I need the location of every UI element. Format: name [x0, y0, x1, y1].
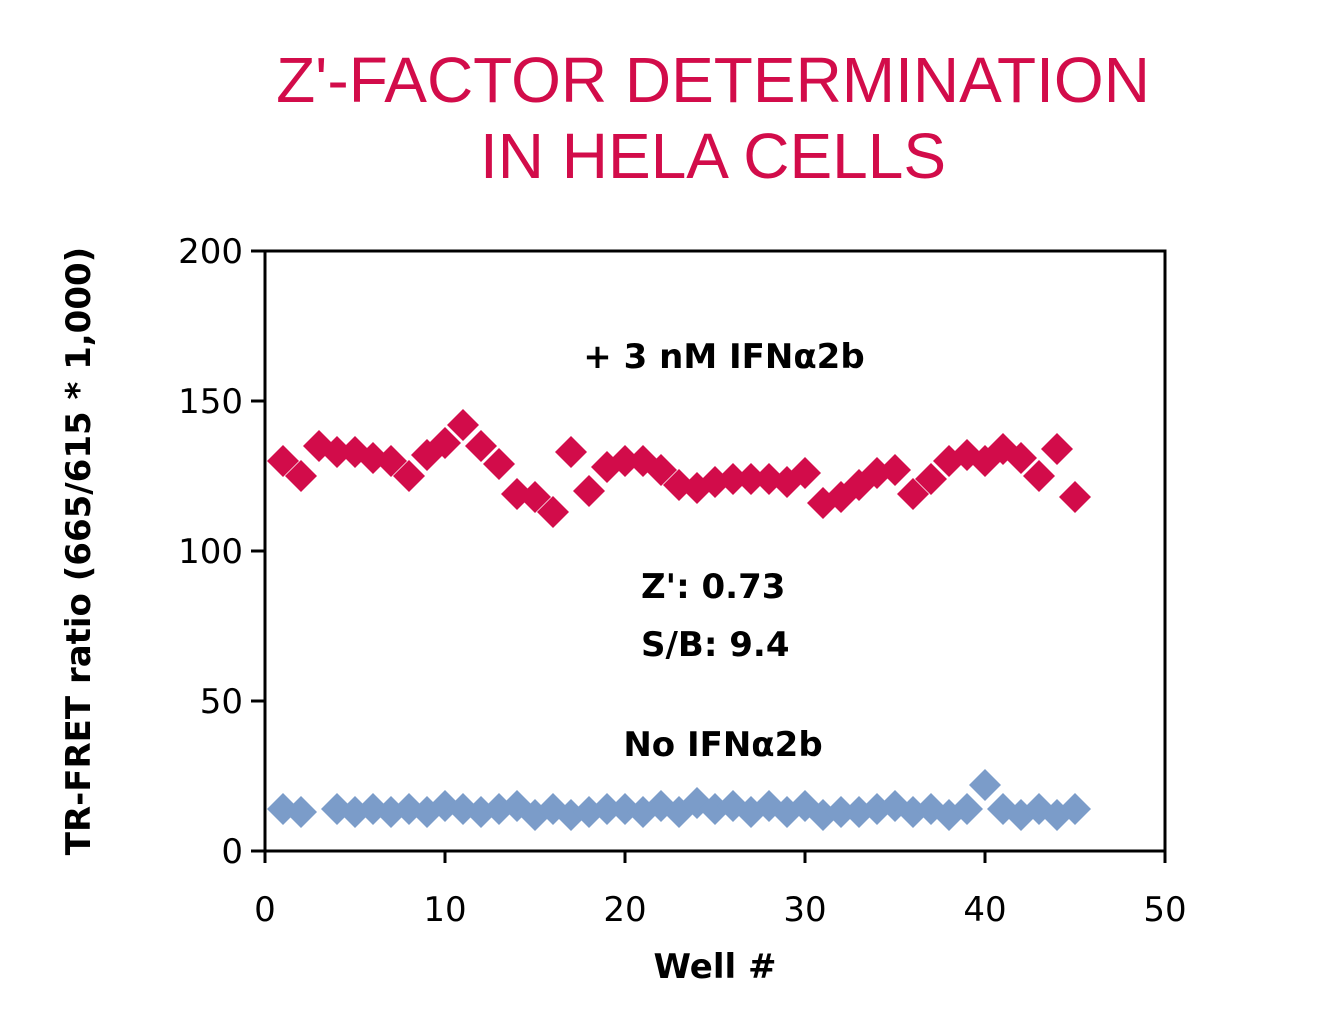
data-point: [537, 496, 569, 528]
chart-title-line-2: IN HELA CELLS: [480, 120, 946, 192]
unstimulated-label: No IFNα2b: [623, 725, 822, 765]
data-point: [1059, 481, 1091, 513]
signal-to-background-label: S/B: 9.4: [641, 625, 789, 665]
data-point: [645, 454, 677, 486]
x-tick-label: 10: [423, 890, 466, 930]
x-axis: 0 10 20 30 40 50: [254, 851, 1187, 930]
data-point: [447, 409, 479, 441]
data-point: [609, 445, 641, 477]
x-tick-label: 50: [1143, 890, 1186, 930]
data-point: [1041, 433, 1073, 465]
data-point: [393, 460, 425, 492]
z-prime-label: Z': 0.73: [641, 567, 785, 607]
series-unstimulated: [267, 769, 1091, 831]
data-point: [429, 427, 461, 459]
data-point: [1023, 460, 1055, 492]
data-point: [825, 796, 857, 828]
x-tick-label: 30: [783, 890, 826, 930]
data-point: [1059, 793, 1091, 825]
data-point: [969, 769, 1001, 801]
data-point: [483, 448, 515, 480]
y-tick-label: 50: [200, 682, 243, 722]
data-point: [717, 463, 749, 495]
y-tick-label: 200: [178, 232, 243, 272]
data-point: [573, 475, 605, 507]
data-point: [915, 463, 947, 495]
data-point: [555, 436, 587, 468]
data-point: [1005, 442, 1037, 474]
data-point: [735, 463, 767, 495]
y-tick-label: 0: [221, 832, 243, 872]
data-series: [267, 409, 1091, 831]
data-point: [285, 460, 317, 492]
data-point: [375, 445, 407, 477]
data-point: [519, 481, 551, 513]
data-point: [897, 478, 929, 510]
x-tick-label: 40: [963, 890, 1006, 930]
y-axis: 0 50 100 150 200: [178, 232, 265, 872]
data-point: [879, 454, 911, 486]
y-tick-label: 150: [178, 382, 243, 422]
series-stimulated: [267, 409, 1091, 528]
data-point: [285, 796, 317, 828]
data-point: [465, 430, 497, 462]
x-tick-label: 0: [254, 890, 276, 930]
data-point: [789, 457, 821, 489]
y-axis-label: TR-FRET ratio (665/615 * 1,000): [59, 247, 99, 855]
chart-title-line-1: Z'-FACTOR DETERMINATION: [276, 44, 1150, 116]
x-axis-label: Well #: [654, 947, 777, 987]
data-point: [951, 793, 983, 825]
y-tick-label: 100: [178, 532, 243, 572]
data-point: [321, 436, 353, 468]
x-tick-label: 20: [603, 890, 646, 930]
data-point: [591, 793, 623, 825]
data-point: [267, 445, 299, 477]
stimulated-label: + 3 nM IFNα2b: [583, 337, 864, 377]
